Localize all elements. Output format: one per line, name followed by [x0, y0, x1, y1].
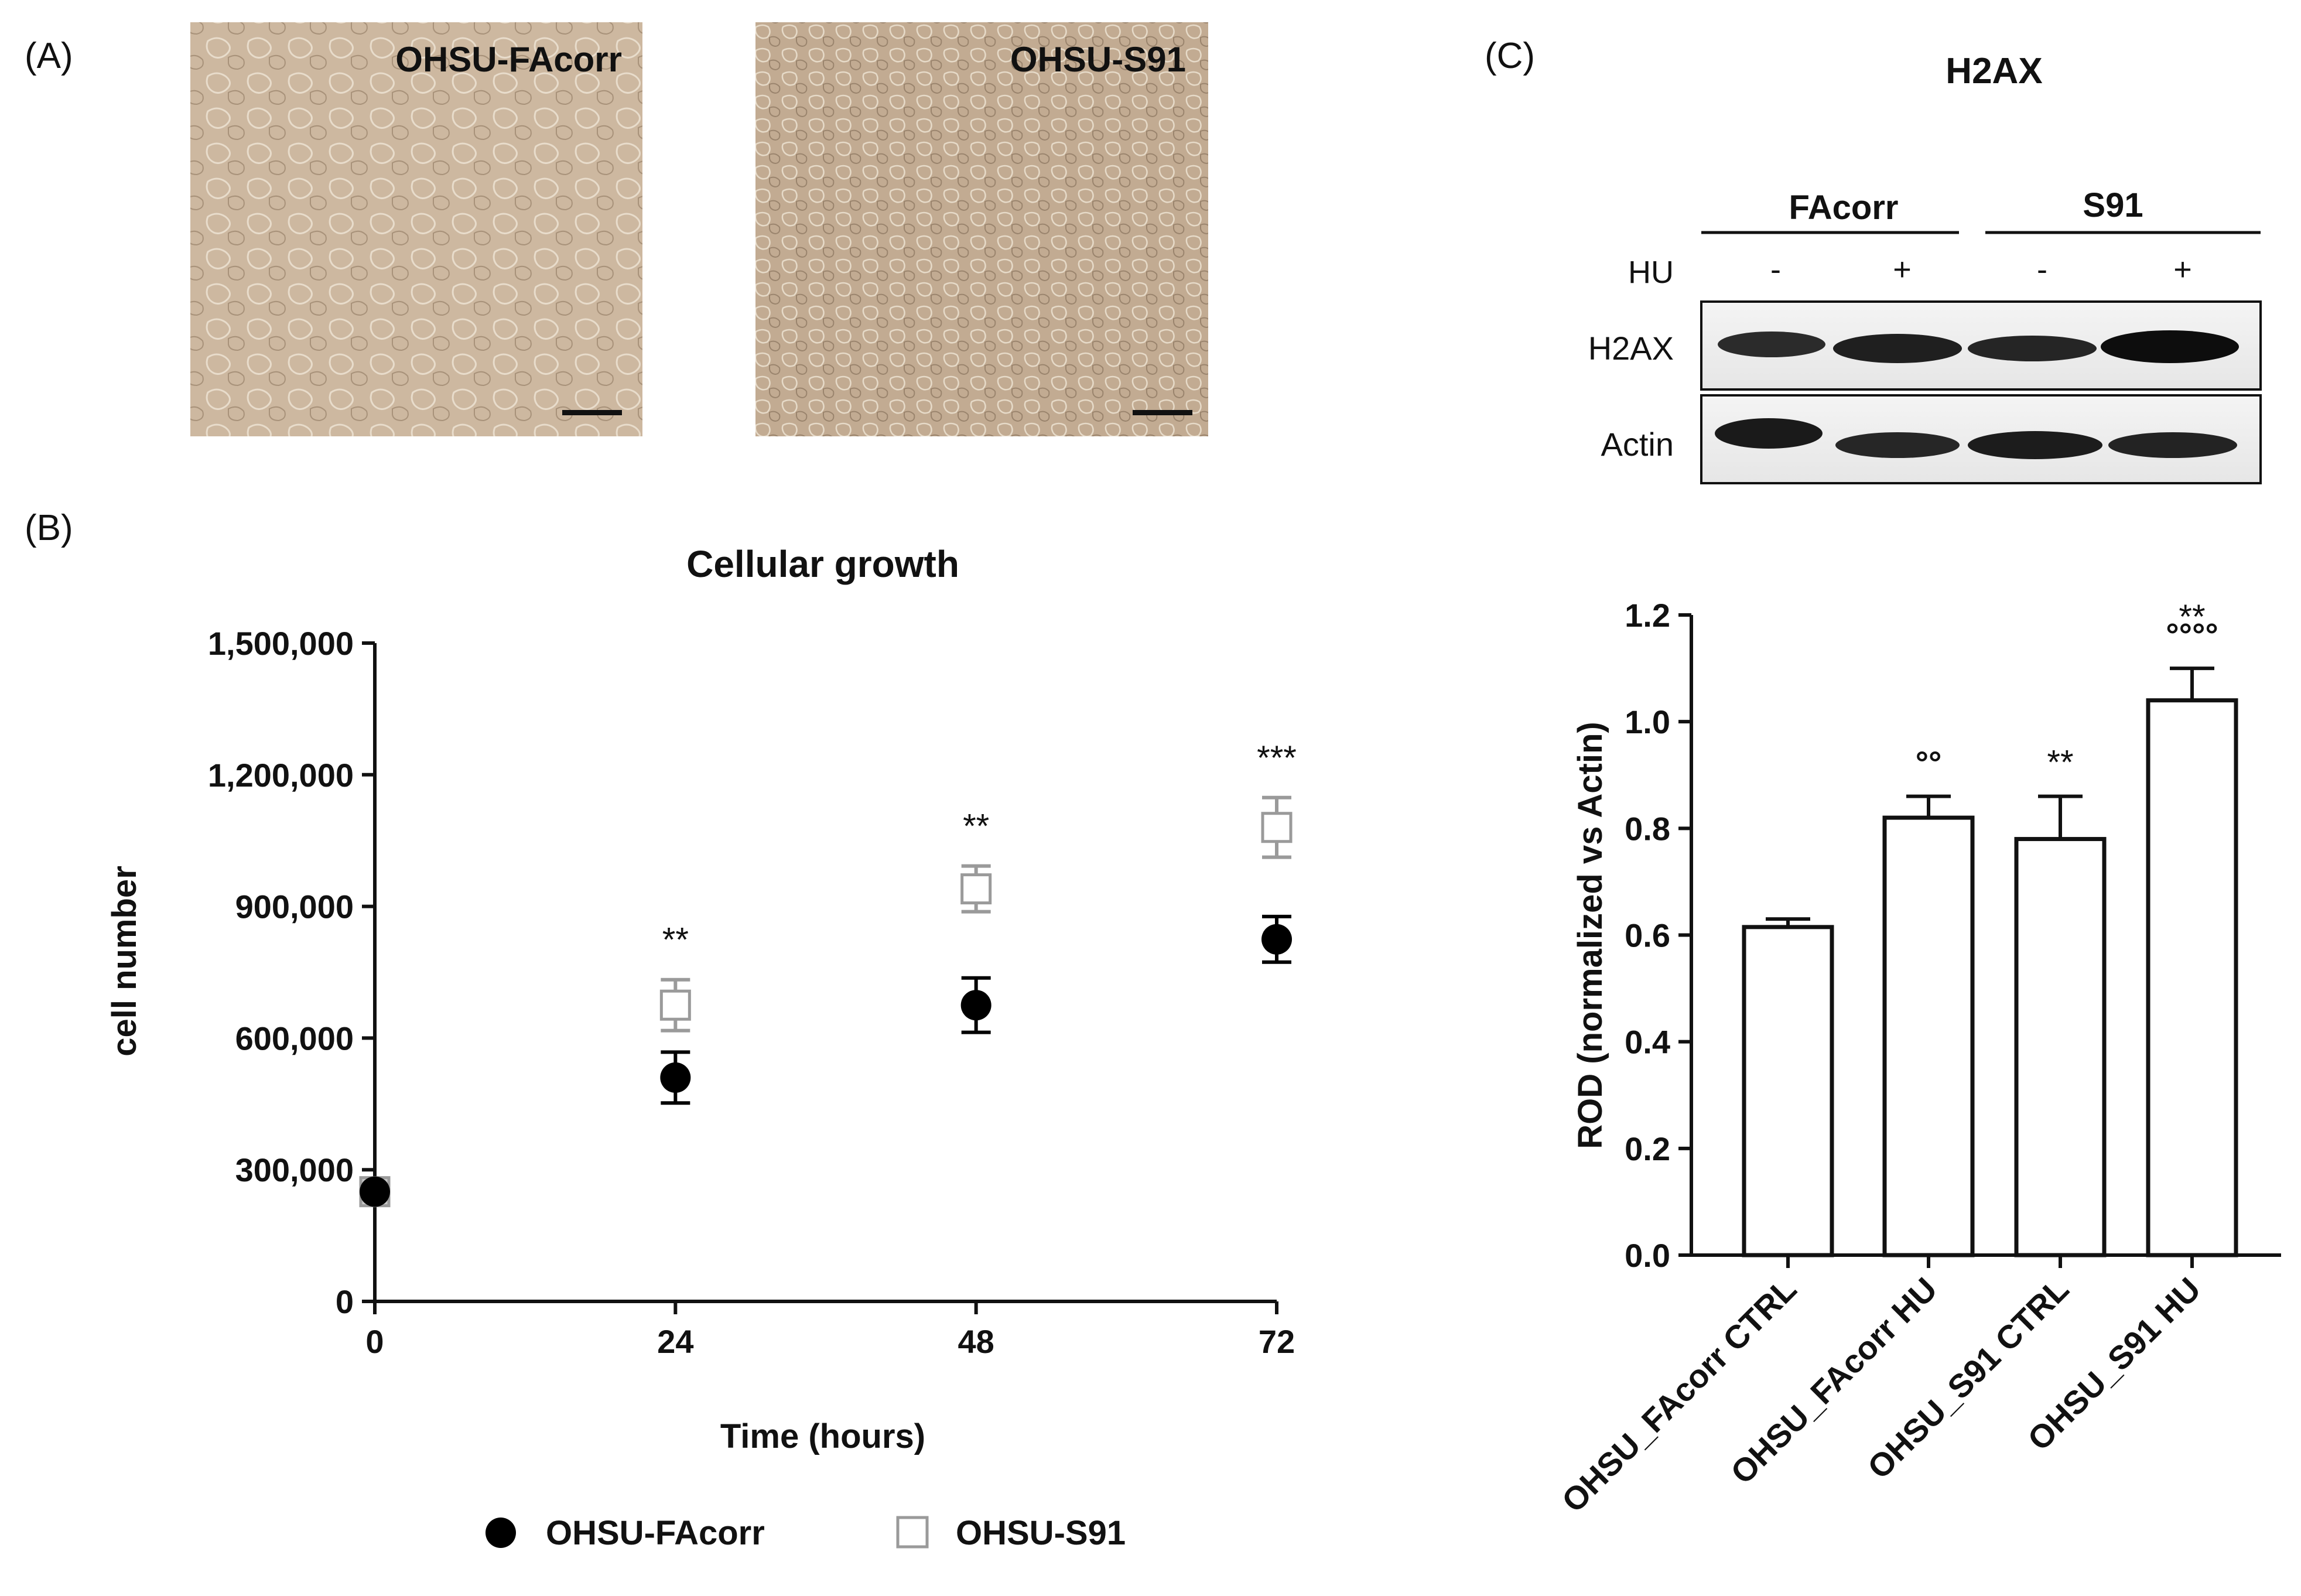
- blot-group-s91: S91: [2083, 186, 2143, 224]
- rod-bar: [1742, 925, 1834, 1257]
- blot-band-h2ax-1: [1718, 331, 1825, 357]
- blot-band-actin-4: [2108, 432, 2237, 458]
- micrograph-s91-caption: OHSU-S91: [1010, 40, 1186, 79]
- blot-title: H2AX: [1946, 51, 2042, 91]
- blot-band-actin-1: [1715, 418, 1823, 449]
- growth-significance-label: **: [662, 921, 689, 959]
- rod-circle-annotation: °°: [1916, 744, 1942, 781]
- growth-facorr-point: [360, 1176, 390, 1207]
- growth-x-tick-label: 72: [1259, 1323, 1295, 1360]
- panel-b-label: (B): [25, 508, 73, 548]
- growth-chart-title: Cellular growth: [686, 543, 959, 585]
- micrograph-facorr-scale-bar: [562, 410, 622, 415]
- micrograph-s91-image: [755, 22, 1208, 436]
- rod-bar: [1882, 815, 1975, 1257]
- micrograph-facorr-caption: OHSU-FAcorr: [395, 40, 622, 79]
- blot-group-facorr: FAcorr: [1789, 189, 1899, 227]
- growth-significance-label: **: [963, 808, 989, 846]
- legend-facorr-label: OHSU-FAcorr: [546, 1514, 765, 1552]
- growth-legend: OHSU-FAcorr OHSU-S91: [485, 1514, 1126, 1552]
- growth-s91-point: [1261, 812, 1293, 843]
- rod-y-tick-label: 0.8: [1625, 810, 1670, 847]
- panel-c-label: (C): [1485, 36, 1535, 76]
- micrograph-facorr: OHSU-FAcorr: [190, 22, 642, 436]
- rod-chart-y-label: ROD (normalized vs Actin): [1571, 722, 1609, 1149]
- blot-band-h2ax-3: [1968, 336, 2097, 361]
- blot-row-label-actin: Actin: [1601, 426, 1674, 463]
- blot-band-actin-3: [1968, 431, 2102, 459]
- rod-y-tick-label: 0.4: [1625, 1024, 1670, 1061]
- legend-s91-marker: [896, 1516, 929, 1549]
- growth-x-tick-label: 24: [657, 1323, 693, 1360]
- blot-hu-sign-4: +: [2173, 252, 2192, 287]
- rod-y-tick-label: 0.0: [1625, 1237, 1670, 1274]
- growth-y-tick-label: 900,000: [235, 888, 354, 925]
- rod-star-annotation: **: [2179, 598, 2205, 636]
- legend-s91-label: OHSU-S91: [956, 1514, 1126, 1552]
- rod-y-tick-label: 0.2: [1625, 1130, 1670, 1167]
- rod-star-annotation: **: [2047, 744, 2073, 782]
- rod-y-tick-label: 1.0: [1625, 703, 1670, 740]
- growth-y-tick-label: 1,200,000: [208, 757, 354, 794]
- growth-facorr-point: [960, 990, 991, 1021]
- rod-category-label: OHSU_FAcorr CTRL: [1554, 1270, 1803, 1519]
- growth-s91-point: [960, 873, 992, 905]
- blot-band-h2ax-4: [2101, 330, 2239, 363]
- panel-a-label: (A): [25, 36, 73, 76]
- blot-band-h2ax-2: [1833, 334, 1962, 363]
- growth-y-tick-label: 1,500,000: [208, 625, 354, 662]
- rod-y-tick-label: 0.6: [1625, 917, 1670, 954]
- blot-hu-sign-3: -: [2037, 252, 2047, 287]
- growth-y-tick-label: 600,000: [235, 1020, 354, 1057]
- growth-chart-x-label: Time (hours): [720, 1417, 925, 1455]
- micrograph-s91-scale-bar: [1133, 410, 1192, 415]
- growth-y-tick-label: 300,000: [235, 1151, 354, 1188]
- growth-x-tick-label: 0: [365, 1323, 384, 1360]
- growth-facorr-point: [1261, 924, 1292, 955]
- growth-significance-label: ***: [1257, 739, 1297, 777]
- rod-y-tick-label: 1.2: [1625, 597, 1670, 634]
- growth-chart-y-label: cell number: [105, 866, 143, 1057]
- growth-facorr-point: [660, 1062, 691, 1093]
- growth-chart: 0 300,000 600,000 900,000 1,200,000 1,500,000…: [208, 625, 1297, 1360]
- growth-s91-point: [659, 989, 691, 1021]
- blot-hu-label: HU: [1628, 255, 1674, 290]
- growth-y-tick-label: 0: [336, 1283, 354, 1320]
- legend-facorr-marker: [485, 1518, 516, 1548]
- micrograph-s91: OHSU-S91: [755, 22, 1208, 436]
- rod-circle-annotation: °°°°: [2166, 616, 2218, 653]
- micrograph-facorr-image: [190, 22, 642, 436]
- western-blot: FAcorr S91 HU - + - + H2AX Actin: [1588, 186, 2262, 484]
- blot-hu-sign-1: -: [1770, 252, 1781, 287]
- blot-hu-sign-2: +: [1893, 252, 1912, 287]
- rod-bar: [2014, 837, 2107, 1257]
- growth-x-tick-label: 48: [958, 1323, 994, 1360]
- blot-band-actin-2: [1835, 432, 1960, 458]
- blot-row-label-h2ax: H2AX: [1588, 330, 1674, 367]
- rod-bar: [2146, 698, 2238, 1257]
